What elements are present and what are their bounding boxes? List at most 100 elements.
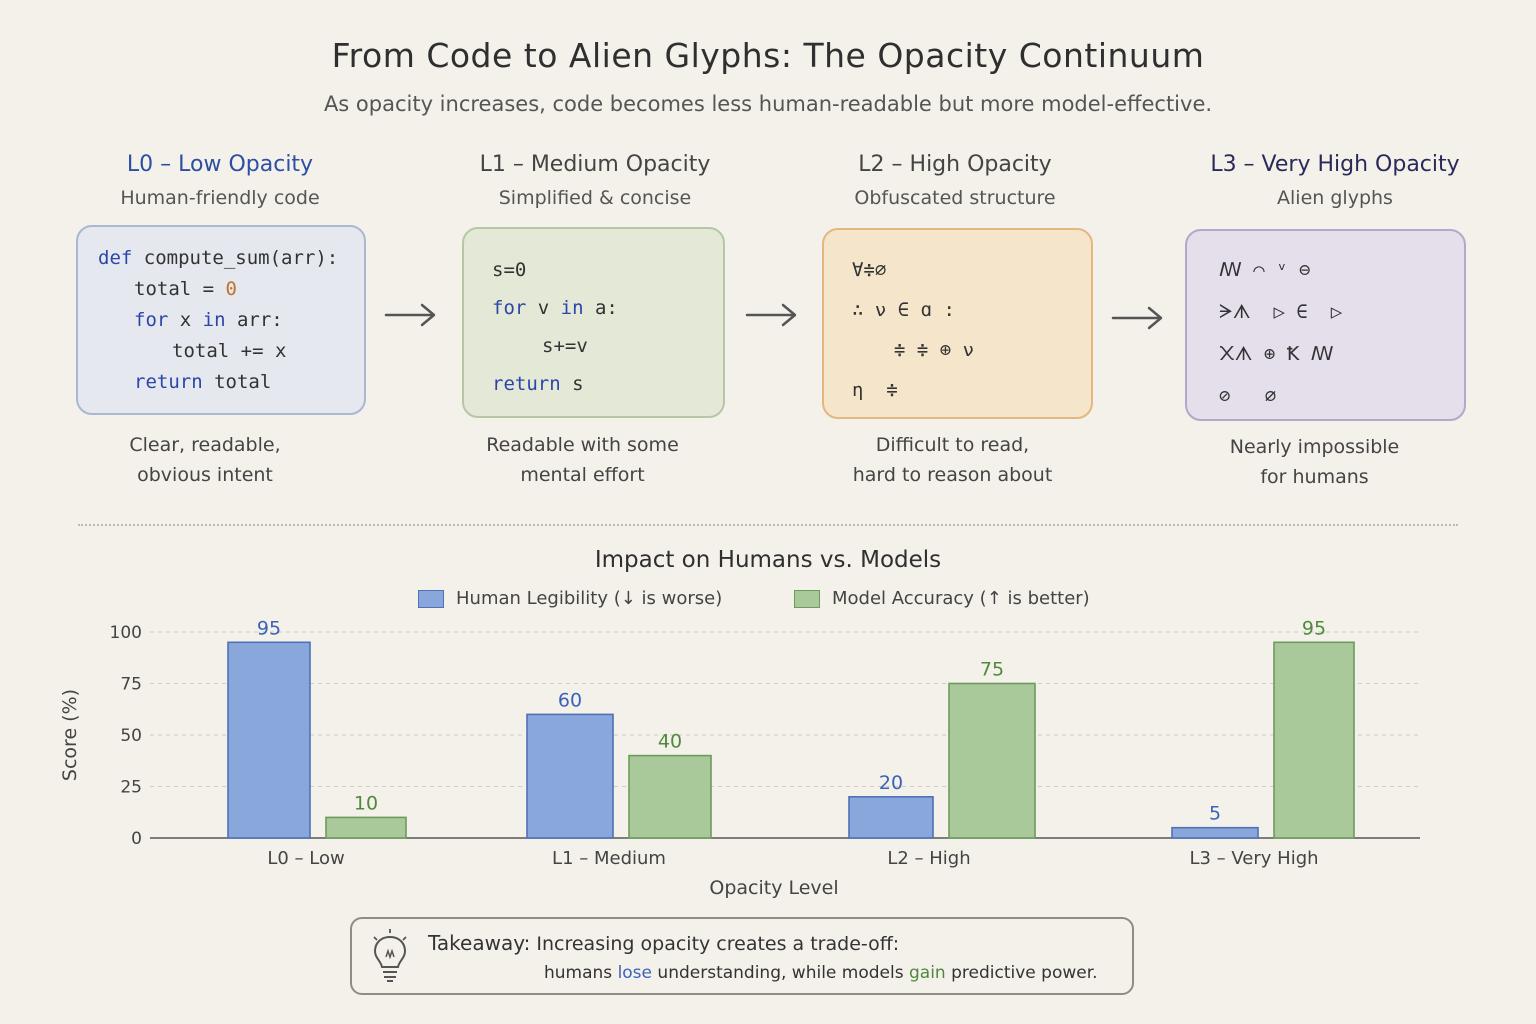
section-divider <box>78 524 1458 526</box>
code-line: s=0 <box>492 251 695 289</box>
glyph-text: ∀≑∅ <box>852 259 887 281</box>
page-title: From Code to Alien Glyphs: The Opacity C… <box>331 36 1205 75</box>
code-line: return total <box>98 367 344 398</box>
keyword: for <box>492 297 527 319</box>
caption-line: for humans <box>1260 466 1369 488</box>
chart-title: Impact on Humans vs. Models <box>594 547 942 573</box>
stage-caption-l3: Nearly impossible for humans <box>1192 432 1437 492</box>
bar-human-legibility <box>526 713 614 839</box>
data-label: 40 <box>658 731 682 753</box>
data-label: 20 <box>879 772 903 794</box>
takeaway-text: humans <box>544 963 618 983</box>
stage-l1-header: L1 – Medium Opacity Simplified & concise <box>450 152 740 209</box>
bar-model-accuracy <box>325 816 407 839</box>
y-tick-label: 75 <box>120 675 142 695</box>
bar-model-accuracy <box>948 682 1036 839</box>
x-tick-label: L2 – High <box>887 848 970 869</box>
caption-line: mental effort <box>520 464 645 486</box>
keyword: in <box>560 297 584 319</box>
code-text: arr: <box>225 309 283 331</box>
code-box-l2: ∀≑∅ ∴ ν ∈ ɑ : ≑ ≑ ⊕ ν η ≑ <box>822 228 1093 419</box>
keyword: for <box>134 309 169 331</box>
code-line: for x in arr: <box>98 305 344 336</box>
bar-chart: 0 25 50 75 100 Score (%) Opacity Level L0 – Low… <box>59 617 1420 899</box>
stage-level: L0 – Low Opacity <box>126 152 314 177</box>
code-text: s+=v <box>542 335 588 357</box>
glyph-line: ≑ ≑ ⊕ ν <box>852 330 1063 370</box>
stage-l3-header: L3 – Very High Opacity Alien glyphs <box>1190 152 1480 209</box>
data-label: 95 <box>1302 617 1326 639</box>
stage-l0-header: L0 – Low Opacity Human-friendly code <box>80 152 360 209</box>
code-text: x <box>168 309 203 331</box>
takeaway-text: understanding, while models <box>652 963 909 983</box>
y-tick-label: 50 <box>120 726 142 746</box>
code-line: return s <box>492 365 695 403</box>
legend-swatch-green <box>794 589 820 608</box>
stage-level: L1 – Medium Opacity <box>479 152 711 177</box>
code-line: s+=v <box>492 327 695 365</box>
takeaway-line-2: humans lose understanding, while models … <box>544 963 1098 983</box>
keyword: def <box>98 247 133 269</box>
stage-level: L3 – Very High Opacity <box>1210 152 1460 177</box>
code-text: a: <box>583 297 618 319</box>
stage-description: Simplified & concise <box>498 187 692 209</box>
takeaway-box: Takeaway: Increasing opacity creates a t… <box>350 917 1134 995</box>
glyph-text: ᗒᗑ ▷ ∈ ▷ <box>1219 301 1343 323</box>
stage-description: Alien glyphs <box>1277 187 1393 209</box>
y-tick-label: 100 <box>110 623 142 643</box>
takeaway-lose: lose <box>617 963 653 983</box>
bar-model-accuracy <box>628 754 712 839</box>
arrow-right-icon <box>1111 306 1163 330</box>
code-line: for v in a: <box>492 289 695 327</box>
x-axis-label: Opacity Level <box>709 877 838 899</box>
keyword: return <box>492 373 561 395</box>
x-tick-label: L1 – Medium <box>552 848 666 869</box>
caption-line: obvious intent <box>137 464 273 486</box>
caption-line: Readable with some <box>486 434 679 456</box>
glyph-line: ∀≑∅ <box>852 250 1063 290</box>
stage-caption-l0: Clear, readable, obvious intent <box>80 430 330 490</box>
glyph-text: ꟿ ⌒ ᵛ ⊖ <box>1219 259 1311 281</box>
legend-label: Human Legibility (↓ is worse) <box>456 588 723 609</box>
takeaway-gain: gain <box>909 963 946 983</box>
y-tick-label: 25 <box>120 778 142 798</box>
caption-line: Clear, readable, <box>129 434 281 456</box>
legend-item-human: Human Legibility (↓ is worse) <box>418 588 722 609</box>
data-label: 10 <box>354 792 378 814</box>
stage-caption-l2: Difficult to read, hard to reason about <box>830 430 1075 490</box>
code-text: total = <box>134 278 226 300</box>
arrow-right-icon <box>384 303 436 327</box>
y-axis-label: Score (%) <box>59 689 81 781</box>
glyph-line: ᗒᗑ ▷ ∈ ▷ <box>1219 291 1432 333</box>
code-text: s=0 <box>492 259 527 281</box>
stage-level: L2 – High Opacity <box>858 152 1052 177</box>
code-text: v <box>526 297 561 319</box>
caption-line: Difficult to read, <box>875 434 1030 456</box>
glyph-line: ᙭ᗑ ⊕ Ꝁ ꟿ <box>1219 333 1432 375</box>
glyph-line: ⊘ ⌀ <box>1219 375 1432 417</box>
y-tick-label: 0 <box>131 829 142 849</box>
stage-caption-l1: Readable with some mental effort <box>460 430 705 490</box>
glyph-text: η ≑ <box>852 379 898 401</box>
bar-human-legibility <box>227 641 311 839</box>
legend-swatch-blue <box>418 589 444 608</box>
glyph-line: η ≑ <box>852 370 1063 410</box>
glyph-line: ꟿ ⌒ ᵛ ⊖ <box>1219 249 1432 291</box>
glyph-text: ᙭ᗑ ⊕ Ꝁ ꟿ <box>1219 343 1334 365</box>
takeaway-label: Takeaway: <box>428 931 531 955</box>
lightbulb-icon <box>373 929 407 982</box>
x-tick-label: L3 – Very High <box>1189 848 1318 869</box>
legend-item-model: Model Accuracy (↑ is better) <box>794 588 1090 609</box>
code-box-l1: s=0 for v in a: s+=v return s <box>462 227 725 418</box>
arrow-right-icon <box>745 303 797 327</box>
caption-line: hard to reason about <box>852 464 1053 486</box>
data-label: 5 <box>1209 803 1221 825</box>
code-text: compute_sum(arr): <box>132 247 339 269</box>
page-subtitle: As opacity increases, code becomes less … <box>323 92 1213 116</box>
code-text: total <box>202 371 272 393</box>
caption-line: Nearly impossible <box>1229 436 1400 458</box>
keyword: in <box>202 309 226 331</box>
data-label: 60 <box>558 689 582 711</box>
legend-label: Model Accuracy (↑ is better) <box>832 588 1090 609</box>
code-text: total += x <box>172 340 287 362</box>
